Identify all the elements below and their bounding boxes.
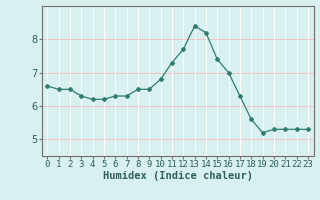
X-axis label: Humidex (Indice chaleur): Humidex (Indice chaleur) [103,171,252,181]
